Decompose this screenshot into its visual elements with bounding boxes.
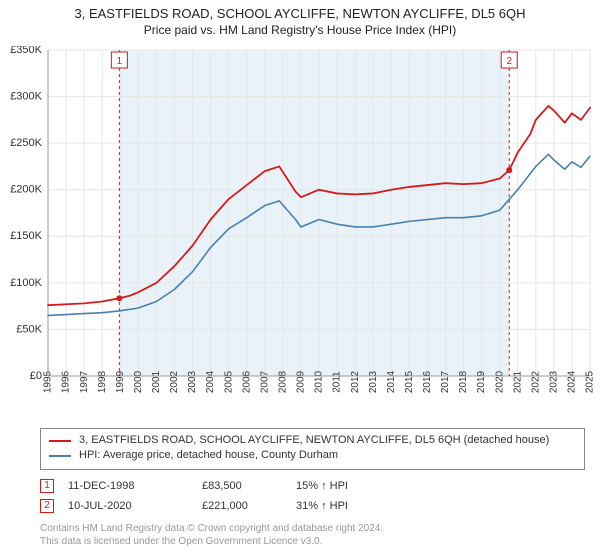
transaction-row: 2 10-JUL-2020 £221,000 31% ↑ HPI <box>40 496 585 516</box>
y-tick-label: £250K <box>10 137 42 149</box>
chart-title: 3, EASTFIELDS ROAD, SCHOOL AYCLIFFE, NEW… <box>0 6 600 21</box>
shaded-band <box>119 50 509 376</box>
x-tick-label: 2025 <box>585 370 596 393</box>
legend-swatch <box>49 455 71 457</box>
x-tick-label: 2001 <box>151 370 162 393</box>
transaction-marker-icon: 2 <box>40 499 54 513</box>
x-tick-label: 2014 <box>386 370 397 393</box>
legend-label: HPI: Average price, detached house, Coun… <box>79 448 338 463</box>
transaction-delta: 31% ↑ HPI <box>296 500 386 512</box>
x-tick-label: 2018 <box>458 370 469 393</box>
y-tick-label: £100K <box>10 277 42 289</box>
legend-box: 3, EASTFIELDS ROAD, SCHOOL AYCLIFFE, NEW… <box>40 428 585 470</box>
chart-plot: £0£50K£100K£150K£200K£250K£300K£350K1995… <box>0 46 600 420</box>
transactions-table: 1 11-DEC-1998 £83,500 15% ↑ HPI 2 10-JUL-2020… <box>40 476 585 516</box>
x-tick-label: 1996 <box>61 370 72 393</box>
x-tick-label: 2006 <box>241 370 252 393</box>
sale-point-icon <box>116 295 122 301</box>
transaction-row: 1 11-DEC-1998 £83,500 15% ↑ HPI <box>40 476 585 496</box>
y-tick-label: £300K <box>10 90 42 102</box>
y-tick-label: £350K <box>10 46 42 56</box>
legend-row: HPI: Average price, detached house, Coun… <box>49 448 576 463</box>
x-tick-label: 2017 <box>440 370 451 393</box>
transaction-marker-icon: 1 <box>40 479 54 493</box>
footer-attribution: Contains HM Land Registry data © Crown c… <box>40 522 585 548</box>
x-tick-label: 2004 <box>205 370 216 393</box>
y-tick-label: £50K <box>16 323 42 335</box>
y-tick-label: £0 <box>30 370 42 382</box>
x-tick-label: 2023 <box>549 370 560 393</box>
x-tick-label: 2016 <box>422 370 433 393</box>
footer-line: This data is licensed under the Open Gov… <box>40 535 585 548</box>
chart-container: 3, EASTFIELDS ROAD, SCHOOL AYCLIFFE, NEW… <box>0 0 600 560</box>
legend-swatch <box>49 440 71 442</box>
transaction-delta: 15% ↑ HPI <box>296 480 386 492</box>
legend-and-footer: 3, EASTFIELDS ROAD, SCHOOL AYCLIFFE, NEW… <box>40 428 585 548</box>
legend-row: 3, EASTFIELDS ROAD, SCHOOL AYCLIFFE, NEW… <box>49 433 576 448</box>
x-tick-label: 2009 <box>296 370 307 393</box>
x-tick-label: 2013 <box>368 370 379 393</box>
footer-line: Contains HM Land Registry data © Crown c… <box>40 522 585 535</box>
title-block: 3, EASTFIELDS ROAD, SCHOOL AYCLIFFE, NEW… <box>0 0 600 37</box>
sale-marker-label: 2 <box>506 56 512 67</box>
y-tick-label: £200K <box>10 184 42 196</box>
x-tick-label: 2019 <box>476 370 487 393</box>
x-tick-label: 1999 <box>115 370 126 393</box>
x-tick-label: 2024 <box>567 370 578 393</box>
x-tick-label: 2000 <box>133 370 144 393</box>
x-tick-label: 2007 <box>259 370 270 393</box>
transaction-date: 11-DEC-1998 <box>68 480 188 492</box>
x-tick-label: 1998 <box>97 370 108 393</box>
x-tick-label: 2011 <box>332 371 343 393</box>
x-tick-label: 2005 <box>223 370 234 393</box>
x-tick-label: 2022 <box>530 370 541 393</box>
x-tick-label: 2008 <box>278 370 289 393</box>
transaction-date: 10-JUL-2020 <box>68 500 188 512</box>
legend-label: 3, EASTFIELDS ROAD, SCHOOL AYCLIFFE, NEW… <box>79 433 549 448</box>
transaction-price: £83,500 <box>202 480 282 492</box>
chart-subtitle: Price paid vs. HM Land Registry's House … <box>0 23 600 37</box>
y-tick-label: £150K <box>10 230 42 242</box>
sale-marker-label: 1 <box>117 56 123 67</box>
x-tick-label: 2010 <box>314 370 325 393</box>
x-tick-label: 2012 <box>350 370 361 393</box>
transaction-price: £221,000 <box>202 500 282 512</box>
sale-point-icon <box>506 167 512 173</box>
x-tick-label: 2021 <box>512 370 523 393</box>
x-tick-label: 2015 <box>404 370 415 393</box>
x-tick-label: 2003 <box>187 370 198 393</box>
chart-svg: £0£50K£100K£150K£200K£250K£300K£350K1995… <box>0 46 600 420</box>
x-tick-label: 2002 <box>169 370 180 393</box>
x-tick-label: 1997 <box>79 370 90 393</box>
x-tick-label: 2020 <box>494 370 505 393</box>
